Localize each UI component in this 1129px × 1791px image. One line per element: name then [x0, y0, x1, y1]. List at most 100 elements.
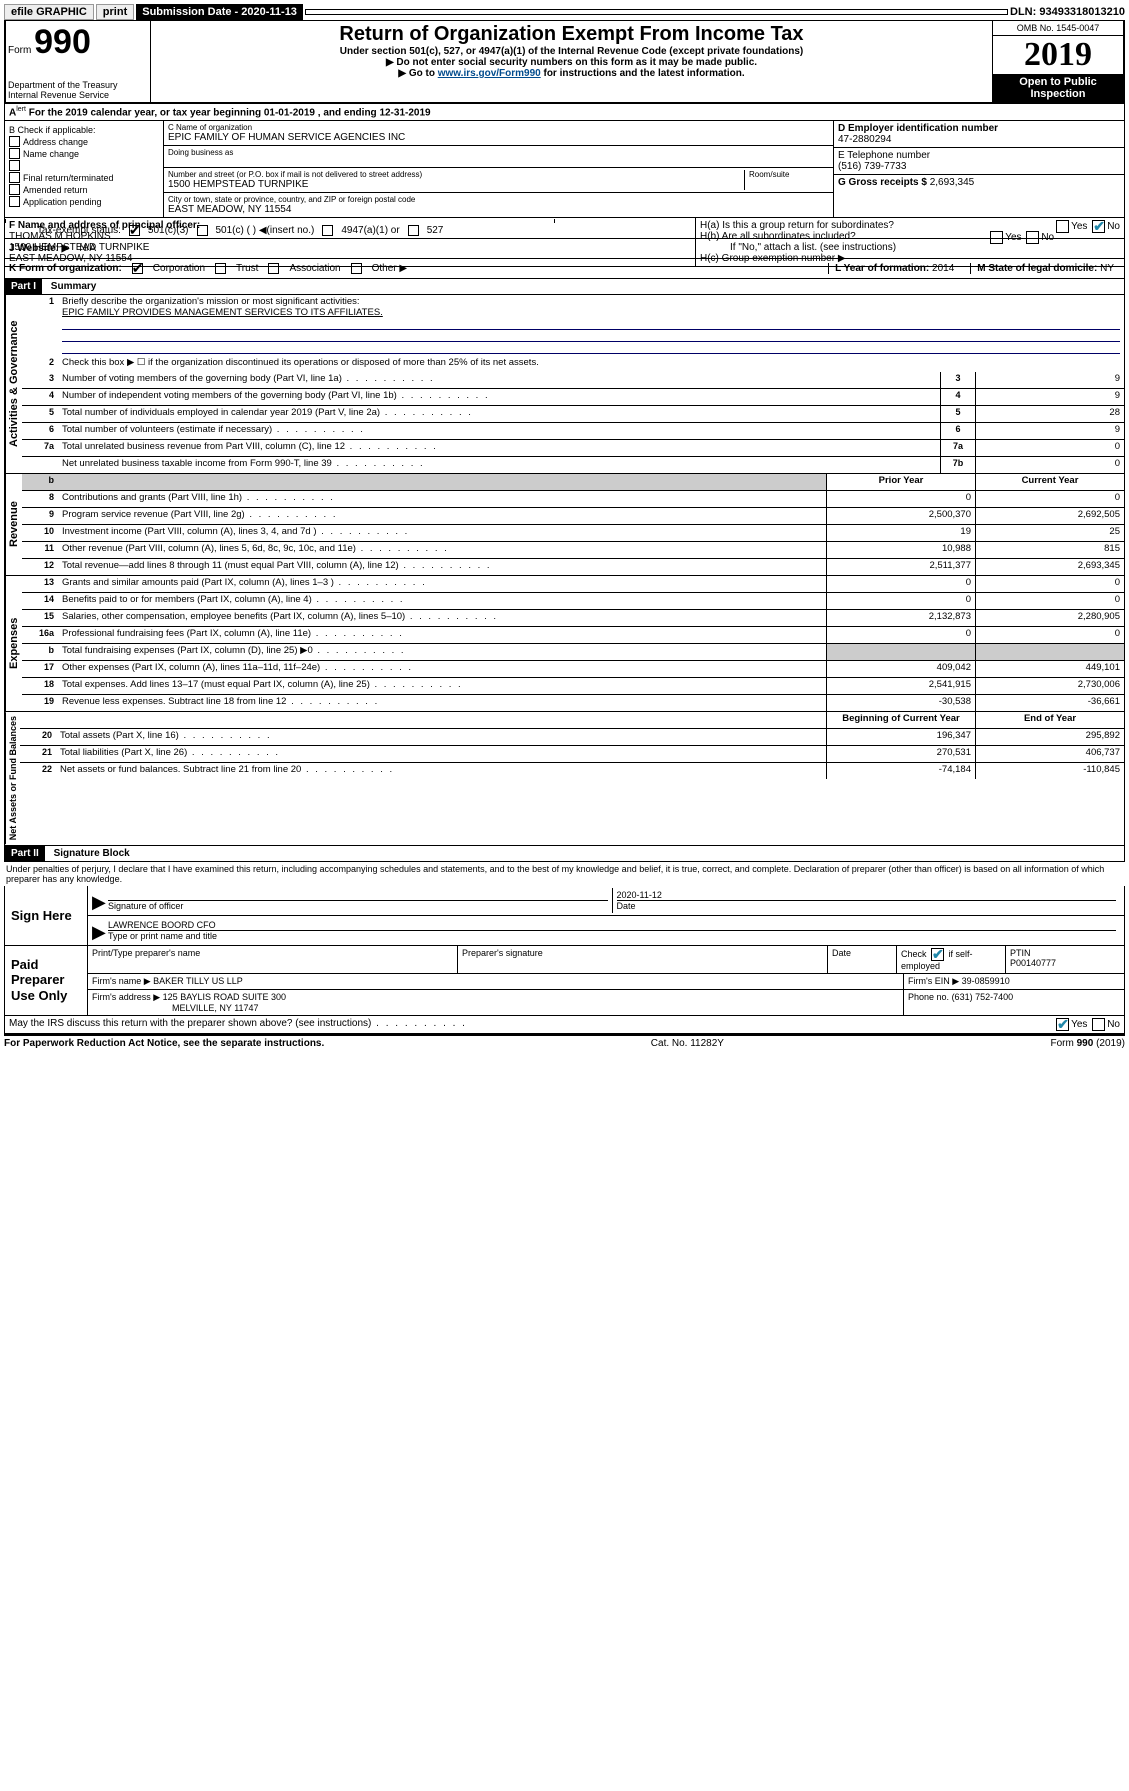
part1-title: Summary	[45, 279, 103, 294]
ein-label: D Employer identification number	[838, 123, 1120, 134]
declaration-text: Under penalties of perjury, I declare th…	[4, 862, 1125, 886]
tax-year: 2019	[993, 36, 1123, 74]
org-name-row: C Name of organization EPIC FAMILY OF HU…	[164, 121, 833, 146]
table-row: 8Contributions and grants (Part VIII, li…	[22, 491, 1124, 508]
room-label: Room/suite	[744, 170, 829, 190]
irs-link[interactable]: www.irs.gov/Form990	[438, 68, 541, 79]
vert-expenses: Expenses	[5, 576, 22, 711]
table-row: 3Number of voting members of the governi…	[22, 372, 1124, 389]
form-subtitle-3: ▶ Go to www.irs.gov/Form990 for instruct…	[155, 68, 988, 79]
table-row: bTotal fundraising expenses (Part IX, co…	[22, 644, 1124, 661]
part1-badge: Part I	[5, 279, 42, 294]
city-label: City or town, state or province, country…	[168, 195, 829, 204]
table-row: 14Benefits paid to or for members (Part …	[22, 593, 1124, 610]
org-name-label: C Name of organization	[168, 123, 829, 132]
col-end-year: End of Year	[975, 712, 1124, 728]
check-association[interactable]	[268, 263, 279, 274]
firm-addr2: MELVILLE, NY 11747	[172, 1003, 259, 1013]
website-value: N/A	[79, 243, 96, 254]
phone-value: (516) 739-7733	[838, 161, 1120, 172]
table-row: 22Net assets or fund balances. Subtract …	[20, 763, 1124, 779]
open-public-badge: Open to Public Inspection	[993, 74, 1123, 102]
col-prior-year: Prior Year	[826, 474, 975, 490]
table-row: 6Total number of volunteers (estimate if…	[22, 423, 1124, 440]
check-501c3[interactable]	[129, 225, 140, 236]
checkbox-column-b: B Check if applicable: Address change Na…	[5, 121, 164, 217]
spacer-hidden	[5, 219, 555, 223]
top-toolbar: efile GRAPHIC print Submission Date - 20…	[4, 4, 1125, 20]
table-row: 16aProfessional fundraising fees (Part I…	[22, 627, 1124, 644]
check-name-change[interactable]: Name change	[9, 148, 159, 159]
group-return-cell: H(a) Is this a group return for subordin…	[696, 218, 1124, 266]
check-initial-return[interactable]	[9, 160, 159, 171]
firm-ein-label: Firm's EIN ▶	[908, 976, 959, 986]
discuss-no[interactable]	[1092, 1018, 1105, 1031]
netassets-block: Net Assets or Fund Balances Beginning of…	[4, 712, 1125, 845]
check-self-employed[interactable]	[931, 948, 944, 961]
hb-note: If "No," attach a list. (see instruction…	[700, 242, 1120, 253]
street-value: 1500 HEMPSTEAD TURNPIKE	[168, 179, 744, 190]
table-row: 11Other revenue (Part VIII, column (A), …	[22, 542, 1124, 559]
ptin-label: PTIN	[1010, 948, 1120, 958]
vert-revenue: Revenue	[5, 474, 22, 575]
check-other[interactable]	[351, 263, 362, 274]
header-left: Form 990 Department of the Treasury Inte…	[6, 21, 151, 102]
firm-name-value: BAKER TILLY US LLP	[153, 976, 243, 986]
sign-section: Sign Here ▶ Signature of officer 2020-11…	[4, 886, 1125, 946]
check-4947[interactable]	[322, 225, 333, 236]
sig-date-value: 2020-11-12	[617, 890, 1117, 900]
m-value: NY	[1100, 263, 1114, 274]
dba-label: Doing business as	[168, 148, 829, 157]
form-number: 990	[34, 23, 91, 61]
form-title: Return of Organization Exempt From Incom…	[155, 23, 988, 46]
check-address-change[interactable]: Address change	[9, 136, 159, 147]
ptin-value: P00140777	[1010, 958, 1120, 968]
table-row: 17Other expenses (Part IX, column (A), l…	[22, 661, 1124, 678]
table-row: 9Program service revenue (Part VIII, lin…	[22, 508, 1124, 525]
officer-addr1: 1500 HEMPSTEAD TURNPIKE	[9, 242, 691, 253]
table-row: 18Total expenses. Add lines 13–17 (must …	[22, 678, 1124, 695]
check-app-pending[interactable]: Application pending	[9, 196, 159, 207]
goto-pre: ▶ Go to	[398, 68, 437, 79]
preparer-label: Paid Preparer Use Only	[5, 946, 88, 1015]
check-corporation[interactable]	[132, 263, 143, 274]
sig-name-label: Type or print name and title	[108, 930, 1116, 941]
prep-date-header: Date	[827, 946, 896, 973]
form-prefix: Form	[8, 45, 31, 56]
discuss-yes[interactable]	[1056, 1018, 1069, 1031]
preparer-section: Paid Preparer Use Only Print/Type prepar…	[4, 946, 1125, 1016]
check-trust[interactable]	[215, 263, 226, 274]
table-row: 4Number of independent voting members of…	[22, 389, 1124, 406]
firm-phone-value: (631) 752-7400	[952, 992, 1014, 1002]
check-amended[interactable]: Amended return	[9, 184, 159, 195]
tax-year-line: Alert For the 2019 calendar year, or tax…	[4, 104, 1125, 121]
check-501c[interactable]	[197, 225, 208, 236]
col-current-year: Current Year	[975, 474, 1124, 490]
table-row: 5Total number of individuals employed in…	[22, 406, 1124, 423]
check-final-return[interactable]: Final return/terminated	[9, 172, 159, 183]
tax-status-label: Tax-exempt status:	[37, 225, 121, 236]
name-address-column: C Name of organization EPIC FAMILY OF HU…	[164, 121, 833, 217]
firm-name-label: Firm's name ▶	[92, 976, 151, 986]
form-header: Form 990 Department of the Treasury Inte…	[4, 20, 1125, 104]
firm-phone-label: Phone no.	[908, 992, 949, 1002]
expenses-block: Expenses 13Grants and similar amounts pa…	[4, 576, 1125, 712]
part2-badge: Part II	[5, 846, 45, 861]
q1-label: Briefly describe the organization's miss…	[62, 296, 360, 307]
print-button[interactable]: print	[96, 4, 134, 20]
sig-officer-label: Signature of officer	[108, 900, 608, 911]
discuss-question: May the IRS discuss this return with the…	[9, 1018, 467, 1031]
gross-label: G Gross receipts $	[838, 177, 927, 188]
goto-post: for instructions and the latest informat…	[541, 68, 745, 79]
city-value: EAST MEADOW, NY 11554	[168, 204, 829, 215]
ein-value: 47-2880294	[838, 134, 1120, 145]
discuss-row: May the IRS discuss this return with the…	[4, 1016, 1125, 1034]
entity-info-block: B Check if applicable: Address change Na…	[4, 121, 1125, 218]
ein-cell: D Employer identification number 47-2880…	[834, 121, 1124, 148]
dept-label: Department of the Treasury Internal Reve…	[8, 80, 148, 100]
phone-cell: E Telephone number (516) 739-7733	[834, 148, 1124, 175]
prep-name-header: Print/Type preparer's name	[88, 946, 457, 973]
m-label: M State of legal domicile:	[977, 263, 1097, 274]
table-row: 20Total assets (Part X, line 16)196,3472…	[20, 729, 1124, 746]
check-527[interactable]	[408, 225, 419, 236]
